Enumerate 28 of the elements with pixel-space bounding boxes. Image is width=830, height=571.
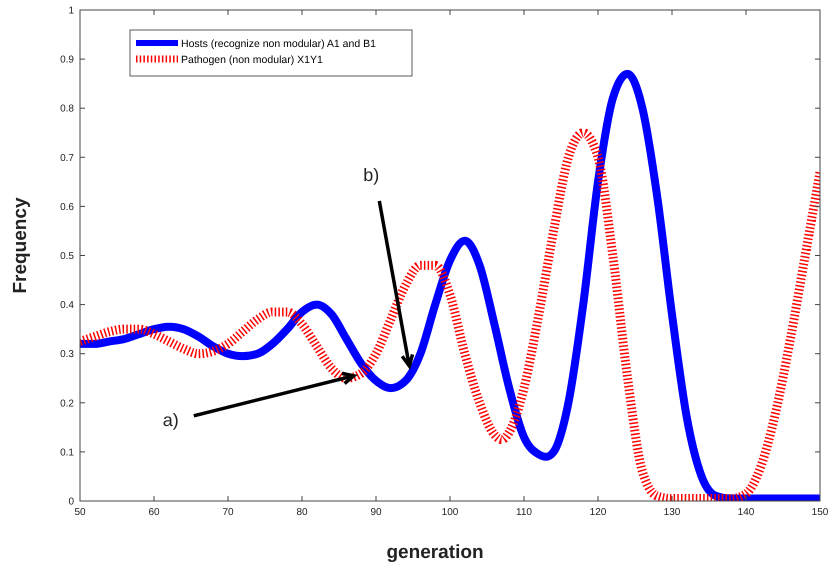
x-tick-label: 100 — [442, 507, 459, 518]
y-tick-label: 0.7 — [60, 152, 74, 164]
y-axis-title: Frequency — [10, 197, 31, 294]
x-tick-label: 120 — [590, 507, 607, 518]
y-tick-label: 0.2 — [60, 398, 74, 410]
x-tick-label: 130 — [664, 507, 681, 518]
y-tick-label: 1 — [68, 6, 74, 16]
y-tick-label: 0.3 — [60, 349, 74, 360]
x-tick-label: 150 — [812, 507, 829, 518]
legend-label: Hosts (recognize non modular) A1 and B1 — [181, 38, 376, 50]
annotation: b) — [363, 164, 380, 185]
x-tick-label: 140 — [738, 507, 755, 518]
x-tick-label: 90 — [370, 507, 382, 518]
legend-label: Pathogen (non modular) X1Y1 — [181, 54, 324, 66]
x-tick-label: 70 — [222, 507, 234, 518]
y-tick-label: 0.9 — [60, 54, 74, 66]
y-tick-label: 0 — [68, 496, 74, 508]
x-tick-label: 80 — [296, 507, 308, 518]
y-tick-label: 0.8 — [60, 104, 74, 115]
y-tick-label: 0.5 — [60, 251, 74, 262]
x-axis-title: generation — [386, 542, 484, 563]
y-tick-label: 0.1 — [60, 447, 74, 458]
x-tick-label: 60 — [148, 507, 160, 518]
y-tick-label: 0.6 — [60, 202, 74, 213]
x-tick-label: 110 — [516, 507, 532, 518]
annotation: a) — [162, 410, 179, 430]
x-tick-label: 50 — [74, 507, 86, 518]
y-tick-label: 0.4 — [60, 300, 74, 312]
